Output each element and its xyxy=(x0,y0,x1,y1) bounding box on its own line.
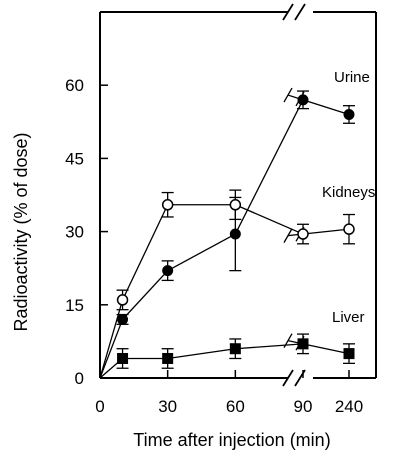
x-tick-label-0: 0 xyxy=(95,397,104,416)
series-label-liver: Liver xyxy=(332,309,365,326)
x-tick-label-240: 240 xyxy=(335,397,363,416)
data-point-kidneys xyxy=(343,223,355,235)
data-point-urine xyxy=(297,94,309,106)
series-line-kidneys xyxy=(99,299,124,379)
data-point-kidneys xyxy=(116,294,129,306)
axis-ticks: 0 30 60 90 240 0 15 30 45 60 xyxy=(65,76,363,416)
series-break-mark-kidneys xyxy=(283,228,293,243)
data-point-kidneys xyxy=(229,199,242,211)
y-tick-label-60: 60 xyxy=(65,76,84,95)
y-tick-label-45: 45 xyxy=(65,149,84,168)
x-tick-label-60: 60 xyxy=(226,397,245,416)
y-tick-label-15: 15 xyxy=(65,296,84,315)
data-point-kidneys xyxy=(297,228,309,240)
data-point-liver xyxy=(229,343,241,355)
series-line-kidneys xyxy=(121,204,169,301)
data-point-urine xyxy=(343,108,355,120)
axis-break-mark-0 xyxy=(282,3,294,21)
series-line-urine xyxy=(122,270,169,320)
series-label-kidneys: Kidneys xyxy=(322,184,375,201)
series-liver xyxy=(99,333,355,379)
series-kidneys xyxy=(99,189,355,379)
series-layer xyxy=(99,87,355,379)
data-point-kidneys xyxy=(161,199,174,211)
series-line-urine xyxy=(99,319,124,379)
series-label-urine: Urine xyxy=(334,69,370,86)
series-break-mark-liver xyxy=(283,333,293,348)
series-line-kidneys xyxy=(235,204,304,235)
y-tick-label-30: 30 xyxy=(65,223,84,242)
x-tick-label-30: 30 xyxy=(158,397,177,416)
series-line-urine xyxy=(167,233,236,272)
series-labels: Urine Kidneys Liver xyxy=(322,69,375,326)
data-point-urine xyxy=(117,313,129,325)
data-point-liver xyxy=(162,352,174,364)
x-tick-label-90: 90 xyxy=(294,397,313,416)
series-line-urine xyxy=(234,99,304,235)
axis-break-mark-1 xyxy=(294,3,306,21)
data-point-liver xyxy=(117,352,129,364)
plot-frame xyxy=(99,3,377,387)
series-break-mark-urine xyxy=(283,87,293,103)
data-point-urine xyxy=(162,265,174,277)
axis-break-mark-2 xyxy=(282,369,294,387)
x-axis-title: Time after injection (min) xyxy=(133,430,330,450)
y-tick-label-0: 0 xyxy=(75,369,84,388)
y-axis-title: Radioactivity (% of dose) xyxy=(11,132,31,331)
data-point-liver xyxy=(297,338,309,350)
series-line-liver xyxy=(167,348,236,360)
series-line-liver xyxy=(235,343,304,350)
data-point-liver xyxy=(343,348,355,360)
data-point-urine xyxy=(229,228,241,240)
